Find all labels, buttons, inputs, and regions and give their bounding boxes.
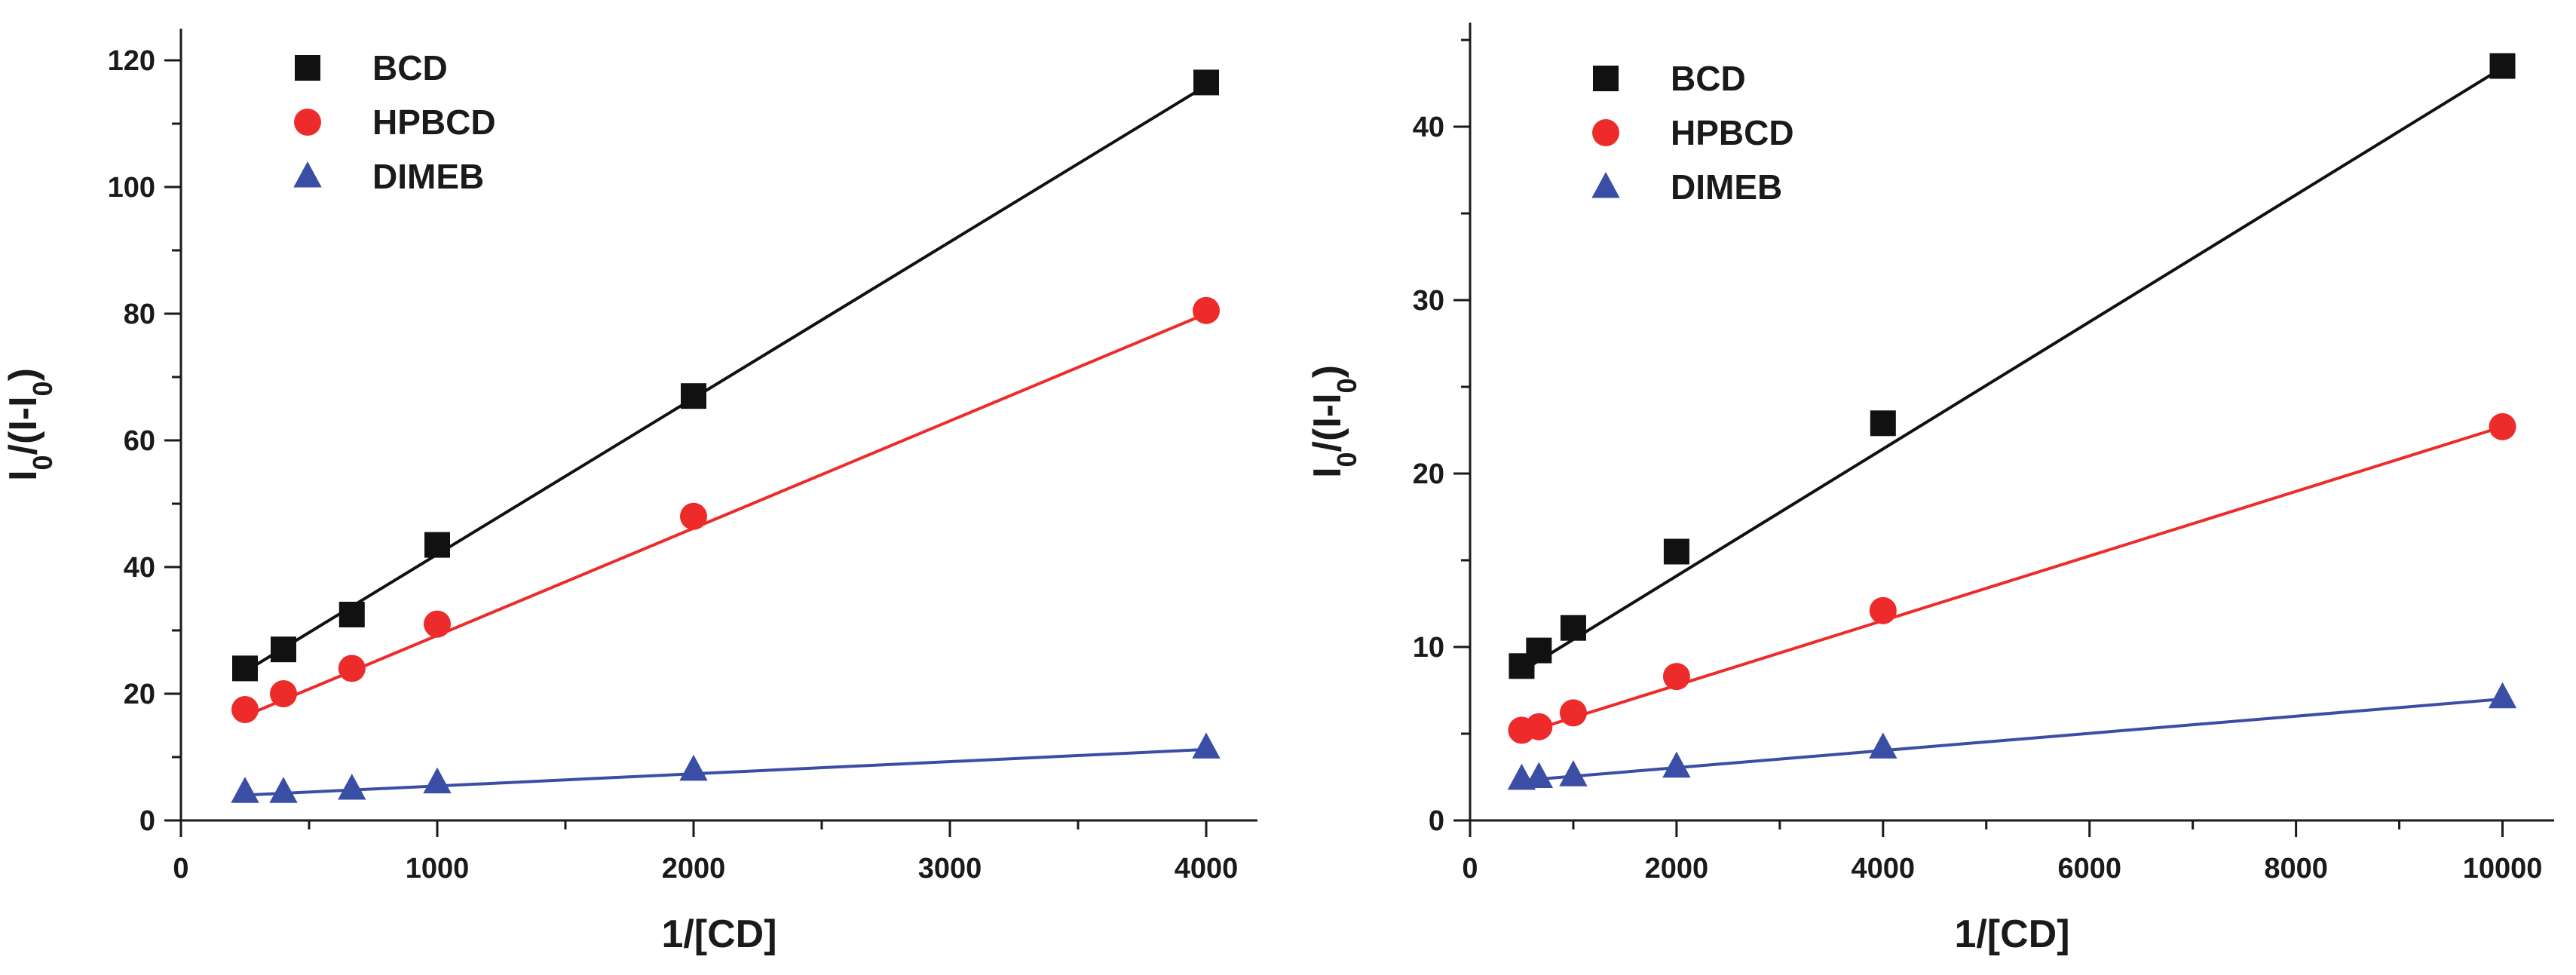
legend: BCD HPBCD DIMEB xyxy=(293,48,496,196)
legend-marker-bcd xyxy=(295,55,320,81)
x-tick-label: 6000 xyxy=(2057,853,2121,885)
legend-label-dimeb: DIMEB xyxy=(372,157,484,196)
data-point-bcd xyxy=(1560,615,1586,641)
data-point-bcd xyxy=(1870,410,1896,437)
data-point-dimeb xyxy=(231,777,259,803)
y-tick-label: 20 xyxy=(1413,458,1444,490)
legend-marker-bcd xyxy=(1593,66,1619,91)
data-point-dimeb xyxy=(1662,751,1691,778)
data-point-bcd xyxy=(2489,53,2516,79)
data-point-bcd xyxy=(424,532,450,558)
series-bcd xyxy=(1509,53,2516,679)
data-point-hpbcd xyxy=(1662,663,1690,691)
x-tick-label: 0 xyxy=(173,853,188,885)
data-point-dimeb xyxy=(338,773,366,800)
y-axis-title: I0/(I-I0) xyxy=(1306,365,1362,478)
data-point-hpbcd xyxy=(424,610,451,638)
x-tick-label: 8000 xyxy=(2264,853,2328,885)
x-axis-title: 1/[CD] xyxy=(1954,912,2069,956)
data-point-dimeb xyxy=(1559,760,1588,786)
series-hpbcd xyxy=(1508,412,2516,744)
y-tick-label: 100 xyxy=(108,172,155,204)
x-tick-label: 10000 xyxy=(2463,853,2543,885)
data-point-dimeb xyxy=(269,777,298,803)
series-dimeb xyxy=(1507,682,2517,790)
data-point-hpbcd xyxy=(2489,412,2516,440)
data-point-bcd xyxy=(338,602,365,627)
data-point-bcd xyxy=(271,636,296,663)
legend-label-hpbcd: HPBCD xyxy=(1671,113,1794,152)
legend-marker-hpbcd xyxy=(1592,119,1619,146)
data-point-hpbcd xyxy=(1869,596,1897,624)
legend-label-dimeb: DIMEB xyxy=(1671,167,1782,207)
data-point-hpbcd xyxy=(680,502,707,530)
x-tick-label: 4000 xyxy=(1852,853,1916,885)
data-point-hpbcd xyxy=(270,680,297,707)
legend-marker-dimeb xyxy=(1591,171,1620,198)
y-tick-label: 40 xyxy=(124,552,155,584)
data-point-hpbcd xyxy=(338,655,366,682)
y-tick-label: 80 xyxy=(124,299,155,330)
x-tick-label: 2000 xyxy=(662,853,726,885)
legend: BCD HPBCD DIMEB xyxy=(1591,59,1794,207)
data-point-bcd xyxy=(1526,637,1552,664)
series-dimeb xyxy=(231,732,1221,803)
fit-line-bcd xyxy=(1521,66,2504,673)
legend-label-bcd: BCD xyxy=(1671,59,1746,98)
x-tick-label: 1000 xyxy=(406,853,470,885)
data-point-bcd xyxy=(232,655,258,682)
data-point-hpbcd xyxy=(231,696,259,723)
fit-line-dimeb xyxy=(1521,698,2503,783)
x-tick-label: 0 xyxy=(1462,853,1478,885)
legend-label-bcd: BCD xyxy=(372,48,448,87)
chart-panel-1: 0 1000 2000 3000 4000 0 20 40 60 80 100 120 1/[CD] I0… xyxy=(2,29,1257,956)
legend-label-hpbcd: HPBCD xyxy=(372,103,496,142)
data-point-dimeb xyxy=(423,767,452,794)
y-tick-label: 20 xyxy=(124,679,155,710)
x-tick-label: 2000 xyxy=(1645,853,1709,885)
legend-marker-hpbcd xyxy=(294,109,321,136)
data-point-bcd xyxy=(1663,538,1689,565)
legend-marker-dimeb xyxy=(293,161,322,188)
data-point-bcd xyxy=(1193,69,1219,96)
x-tick-label: 4000 xyxy=(1175,853,1239,885)
data-point-hpbcd xyxy=(1559,699,1587,727)
data-point-dimeb xyxy=(1869,732,1898,759)
fit-line-dimeb xyxy=(244,747,1207,797)
data-point-hpbcd xyxy=(1193,296,1220,324)
data-point-hpbcd xyxy=(1525,713,1553,740)
data-point-dimeb xyxy=(2488,682,2517,709)
y-tick-label: 10 xyxy=(1413,632,1444,664)
x-tick-label: 3000 xyxy=(918,853,982,885)
data-point-dimeb xyxy=(1192,732,1221,759)
fit-line-bcd xyxy=(244,84,1208,673)
y-tick-label: 40 xyxy=(1413,112,1444,143)
series-hpbcd xyxy=(231,296,1220,723)
y-tick-label: 0 xyxy=(139,805,155,837)
data-point-dimeb xyxy=(1524,762,1554,789)
data-point-bcd xyxy=(681,383,706,409)
fit-line-hpbcd xyxy=(244,312,1207,718)
y-tick-label: 120 xyxy=(108,45,155,77)
y-tick-label: 0 xyxy=(1429,805,1444,837)
chart-panel-2: 0 2000 4000 6000 8000 10000 0 10 20 30 40 1/[CD] I0/… xyxy=(1306,23,2554,956)
y-tick-label: 60 xyxy=(124,425,155,457)
data-point-dimeb xyxy=(679,754,708,781)
x-axis-title: 1/[CD] xyxy=(661,912,776,956)
y-axis-title: I0/(I-I0) xyxy=(2,368,58,481)
series-bcd xyxy=(232,69,1219,682)
y-tick-label: 30 xyxy=(1413,285,1444,317)
